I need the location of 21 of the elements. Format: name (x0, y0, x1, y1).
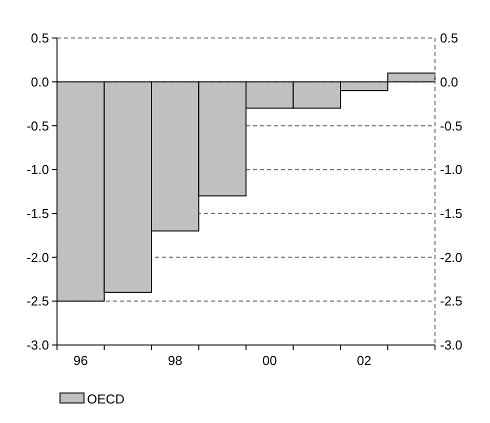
y-tick-label: -1.0 (26, 162, 49, 178)
y2-tick-label: -1.0 (440, 162, 462, 178)
y-tick-label: -3.0 (26, 338, 49, 353)
y-tick-label: 0.5 (30, 30, 49, 46)
y2-tick-label: -2.5 (440, 294, 462, 309)
x-tick-label: 96 (73, 353, 88, 368)
y2-tick-label: -3.0 (440, 338, 462, 353)
y2-tick-label: -0.5 (440, 118, 462, 134)
y-tick-label: -2.5 (26, 294, 49, 309)
x-tick-label: 98 (168, 353, 182, 368)
x-tick-label: 02 (356, 353, 372, 368)
y-tick-label: -0.5 (26, 118, 49, 134)
y2-tick-label: 0.0 (440, 74, 458, 90)
y2-tick-label: -2.0 (440, 250, 462, 265)
y2-tick-label: -1.5 (440, 206, 462, 221)
legend-label: OECD (87, 392, 125, 407)
x-tick-label: 00 (262, 353, 277, 368)
y2-tick-label: 0.5 (440, 30, 458, 46)
y-tick-label: -1.5 (26, 206, 49, 221)
y-tick-label: -2.0 (26, 250, 49, 265)
y-tick-label: 0.0 (30, 74, 49, 90)
